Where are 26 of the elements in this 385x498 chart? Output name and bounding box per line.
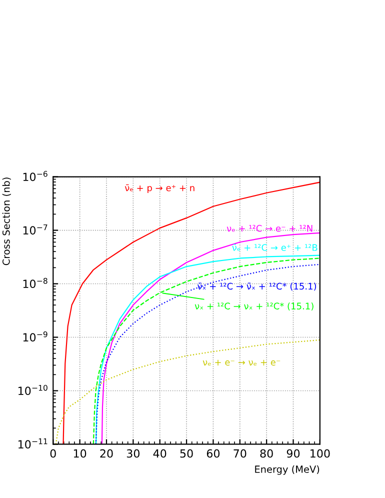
y-tick-label: 10$^{−8}$: [23, 278, 48, 288]
x-tick-label: 10: [74, 449, 86, 458]
x-tick-label: 30: [126, 449, 140, 458]
text: ν̄ₑ + p → e⁺ + n: [124, 184, 194, 194]
x-tick-label: 60: [206, 449, 220, 458]
y-tick-label: 10$^{−9}$: [23, 331, 48, 342]
series-label: ν̄ₓ + ¹²C → ν̄ₓ + ¹²C* (15.1): [198, 282, 316, 291]
series-label: νₑ + e⁻ → νₑ + e⁻: [202, 360, 280, 366]
x-axis-title: Energy (MeV): [255, 465, 320, 475]
y-tick-label: 10$^{−11}$: [18, 438, 48, 449]
x-tick-label: 40: [153, 449, 166, 458]
y-axis-title: Cross Section (nb): [2, 178, 11, 266]
line-series: [62, 182, 320, 444]
x-tick-label: 50: [180, 449, 193, 458]
series-label: ν̄ₑ + ¹²C → e⁺ + ¹²B: [232, 244, 318, 251]
x-tick-label: 80: [260, 449, 273, 458]
x-tick-label: 0: [50, 449, 56, 458]
x-tick-label: 20: [100, 449, 113, 458]
x-tick-label: 100: [310, 449, 330, 458]
x-tick-label: 70: [234, 449, 246, 458]
y-tick-label: 10$^{−6}$: [23, 170, 48, 182]
text: νₓ + ¹²C → νₓ + ¹²C* (15.1): [194, 302, 314, 311]
x-tick-label: 90: [286, 449, 300, 458]
y-tick-label: 10$^{−7}$: [23, 224, 48, 235]
series-label: νₑ + ¹²C → e⁻ + ¹²N: [226, 224, 312, 232]
y-tick-label: 10$^{−10}$: [18, 384, 48, 396]
